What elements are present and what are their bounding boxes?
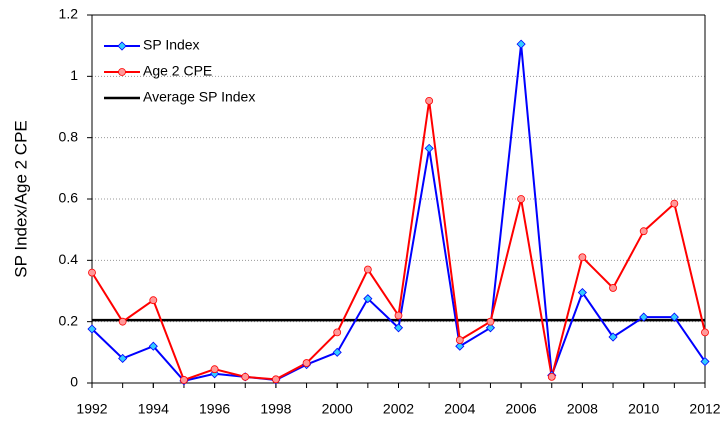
data-point [485, 323, 496, 333]
y-tick-label: 1 [70, 67, 78, 83]
data-point [424, 143, 434, 153]
data-point [578, 253, 587, 262]
data-point [302, 359, 311, 367]
data-point [332, 347, 342, 357]
legend-label: SP Index [143, 37, 200, 53]
data-point [701, 328, 709, 337]
y-tick-label: 0.2 [59, 312, 79, 328]
legend-marker [118, 68, 126, 76]
x-tick-label: 2008 [567, 401, 598, 417]
x-tick-label: 2000 [322, 401, 353, 417]
x-tick-label: 2004 [444, 401, 475, 417]
data-point [118, 353, 128, 364]
y-tick-label: 0.8 [59, 128, 79, 144]
x-tick-label: 1992 [76, 401, 107, 417]
data-point [271, 375, 280, 384]
data-point [669, 312, 679, 322]
data-point [149, 296, 158, 305]
data-point [180, 376, 188, 384]
data-point [516, 39, 526, 49]
data-point [639, 227, 648, 236]
data-point [455, 341, 465, 351]
data-point [394, 311, 403, 320]
x-tick-label: 1996 [199, 401, 230, 417]
y-tick-label: 1.2 [59, 6, 79, 22]
data-point [425, 96, 434, 105]
data-point [118, 317, 127, 326]
data-point [455, 336, 464, 344]
x-tick-label: 1994 [138, 401, 169, 417]
data-point [486, 317, 495, 326]
data-point [363, 294, 373, 304]
y-tick-label: 0.4 [59, 251, 79, 267]
data-point [577, 287, 587, 298]
data-point [210, 365, 219, 374]
data-point [517, 195, 525, 203]
data-point [700, 356, 710, 367]
legend-label: Average SP Index [143, 89, 255, 105]
legend-marker [117, 41, 127, 51]
x-tick-label: 2002 [383, 401, 414, 417]
x-tick-label: 2010 [628, 401, 659, 417]
data-point [609, 284, 617, 292]
y-tick-label: 0.6 [59, 190, 79, 206]
data-point [241, 372, 250, 381]
data-point [148, 341, 158, 351]
data-point [670, 199, 679, 208]
data-point [87, 324, 97, 334]
x-tick-label: 2006 [506, 401, 537, 417]
y-axis-title: SP Index/Age 2 CPE [11, 120, 30, 278]
data-point [547, 372, 556, 381]
y-tick-label: 0 [70, 374, 78, 390]
data-point [608, 332, 618, 342]
x-tick-label: 1998 [260, 401, 291, 417]
data-point [639, 312, 649, 322]
data-point [88, 268, 96, 277]
legend-label: Age 2 CPE [143, 63, 212, 79]
data-point [393, 323, 404, 333]
x-tick-label: 2012 [689, 401, 720, 417]
data-point [363, 265, 372, 274]
data-point [333, 328, 342, 337]
